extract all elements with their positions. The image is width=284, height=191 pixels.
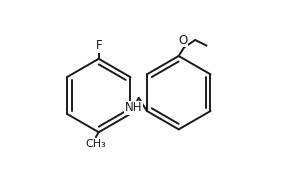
Text: CH₃: CH₃ <box>85 139 106 149</box>
Text: O: O <box>179 34 188 47</box>
Text: F: F <box>95 39 102 52</box>
Text: NH: NH <box>125 101 142 114</box>
